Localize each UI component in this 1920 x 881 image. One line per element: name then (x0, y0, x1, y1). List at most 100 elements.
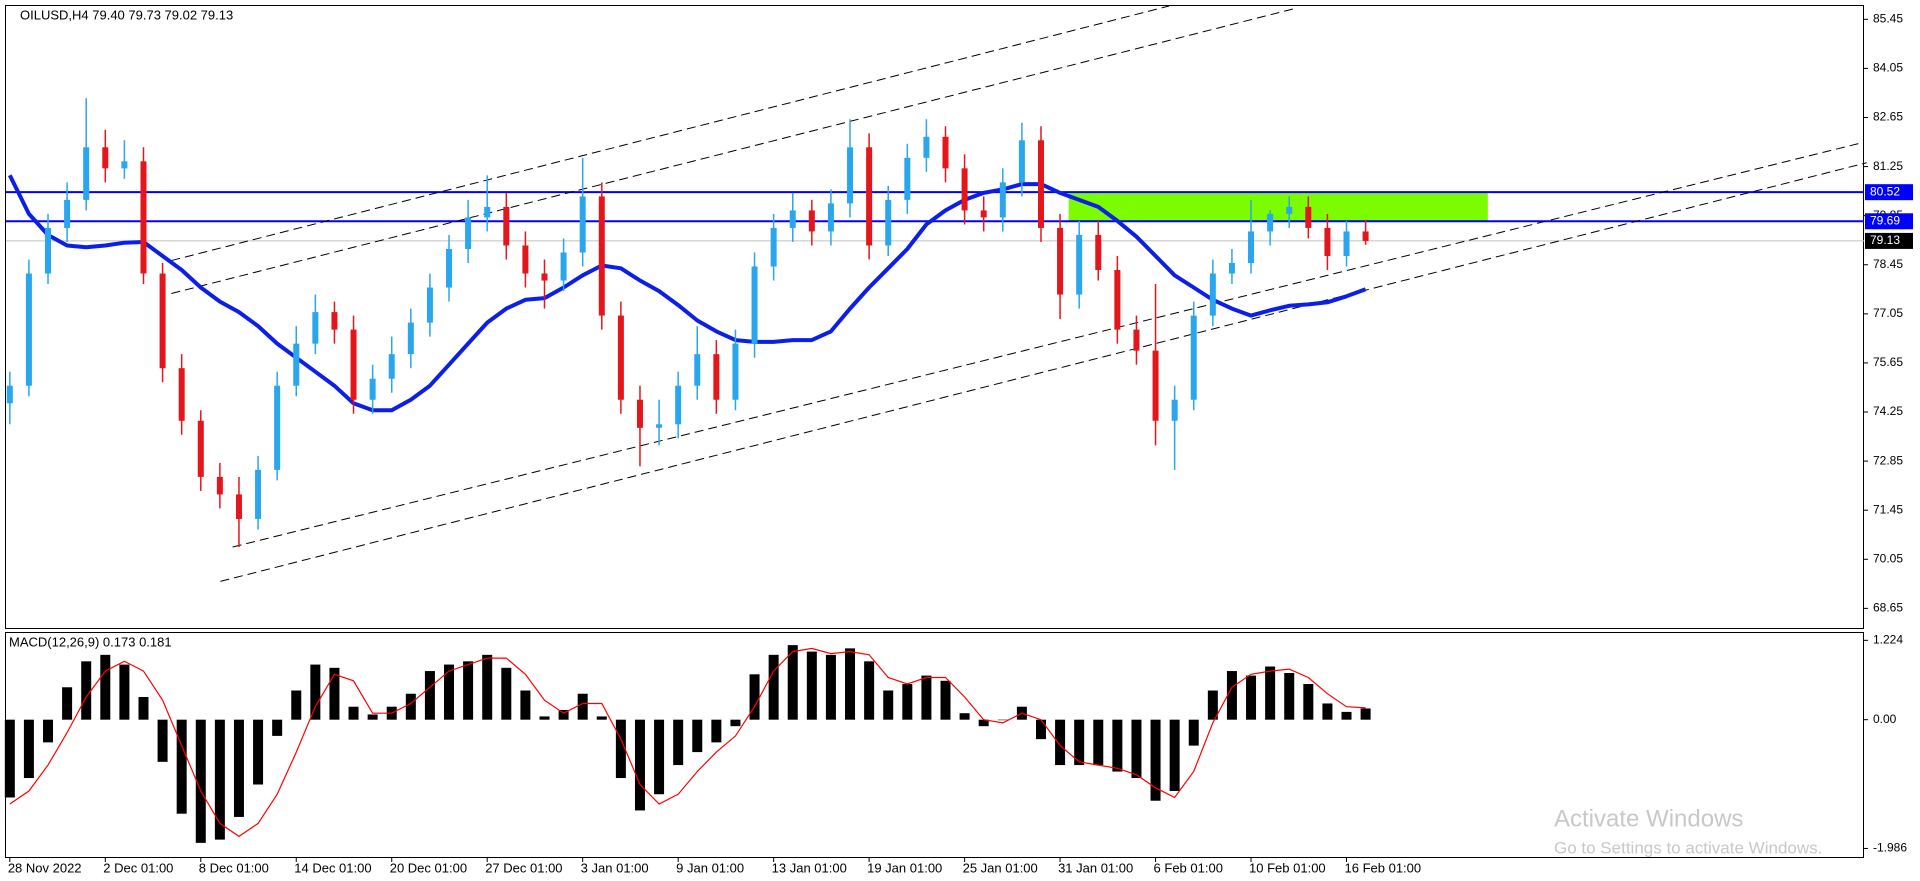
macd-title: MACD(12,26,9) 0.173 0.181 (9, 634, 172, 649)
macd-bar (62, 687, 73, 720)
x-tick-label: 8 Dec 01:00 (199, 860, 269, 875)
macd-bar (482, 654, 493, 720)
candle-body (1076, 234, 1083, 295)
macd-bar (405, 693, 416, 720)
plot-layer (4, 5, 1867, 843)
y-tick-label: 74.25 (1873, 404, 1903, 418)
macd-bar (806, 651, 817, 720)
candle-body (636, 399, 643, 428)
macd-bar (1035, 719, 1046, 740)
x-tick-label: 19 Jan 01:00 (867, 860, 942, 875)
candle-body (446, 248, 453, 288)
candle-body (942, 136, 949, 169)
candle-body (1362, 231, 1369, 241)
candle-body (388, 354, 395, 379)
signal-line (9, 647, 1366, 838)
trend-line (171, 5, 1170, 262)
y-tick-label: 85.45 (1873, 11, 1903, 25)
x-tick-label: 13 Jan 01:00 (772, 860, 847, 875)
candle-body (885, 199, 892, 246)
macd-bar (883, 690, 894, 720)
macd-bar (902, 684, 913, 720)
macd-bar (43, 719, 54, 743)
macd-bar (825, 654, 836, 720)
y-tick-label: 70.05 (1873, 551, 1903, 565)
candle-body (25, 273, 32, 386)
macd-bar (501, 667, 512, 720)
candle-body (1267, 213, 1274, 232)
x-tick-label: 14 Dec 01:00 (294, 860, 371, 875)
y-tick-label: 82.65 (1873, 110, 1903, 124)
macd-bar (711, 719, 722, 743)
candle-body (484, 206, 491, 218)
macd-bar (978, 719, 989, 727)
y-tick-label: -1.986 (1873, 841, 1907, 855)
macd-bar (1303, 684, 1314, 720)
macd-bar (195, 719, 206, 843)
x-tick-label: 3 Jan 01:00 (581, 860, 649, 875)
macd-bar (1207, 690, 1218, 720)
candle-body (45, 227, 52, 274)
candle-body (732, 343, 739, 400)
macd-bar (310, 664, 321, 720)
macd-bar (615, 719, 626, 779)
macd-bar (749, 674, 760, 720)
y-tick-label: 1.224 (1873, 632, 1903, 646)
macd-bar (1284, 673, 1295, 720)
chart-title: OILUSD,H4 79.40 79.73 79.02 79.13 (20, 7, 233, 22)
price-box (1865, 232, 1913, 249)
x-tick-label: 31 Jan 01:00 (1058, 860, 1133, 875)
candle-body (1095, 234, 1102, 271)
macd-bar (673, 719, 684, 766)
candle-body (522, 245, 529, 274)
candle-body (102, 147, 109, 169)
candle-body (827, 203, 834, 232)
macd-bar (367, 714, 378, 720)
candle-body (617, 315, 624, 400)
hline-box (1865, 213, 1913, 230)
macd-bar (329, 667, 340, 720)
hline-label: 80.52 (1870, 184, 1900, 198)
x-tick-label: 28 Nov 2022 (8, 860, 82, 875)
candle-body (789, 210, 796, 228)
macd-bar (539, 716, 550, 720)
candle-body (999, 182, 1006, 218)
macd-bar (768, 654, 779, 720)
macd-bar (959, 713, 970, 720)
macd-bar (214, 719, 225, 840)
macd-bar (1246, 675, 1257, 720)
candle-body (598, 196, 605, 316)
macd-bar (558, 709, 569, 720)
candle-body (961, 168, 968, 211)
candle-body (255, 469, 262, 519)
candle-body (6, 385, 13, 404)
macd-bar (23, 719, 34, 779)
macd-bar (463, 661, 474, 720)
candle-body (751, 266, 758, 344)
candle-body (178, 368, 185, 421)
candle-body (350, 329, 357, 400)
macd-bar (444, 664, 455, 720)
macd-bar (1055, 719, 1066, 766)
macd-bar (253, 719, 264, 785)
candle-body (770, 227, 777, 267)
y-tick-label: 81.25 (1873, 159, 1903, 173)
price-label: 79.13 (1870, 233, 1900, 247)
y-tick-label: 78.45 (1873, 257, 1903, 271)
macd-bar (634, 719, 645, 811)
macd-bar (1131, 719, 1142, 779)
x-tick-label: 2 Dec 01:00 (103, 860, 173, 875)
candle-body (541, 273, 548, 281)
macd-bar (119, 664, 130, 720)
candle-body (1152, 350, 1159, 421)
y-tick-label: 0.00 (1873, 712, 1897, 726)
macd-bar (176, 719, 187, 814)
candle-body (1209, 273, 1216, 316)
macd-bar (1150, 719, 1161, 801)
macd-bar (577, 693, 588, 720)
candle-body (312, 312, 319, 344)
hline-box (1865, 184, 1913, 201)
